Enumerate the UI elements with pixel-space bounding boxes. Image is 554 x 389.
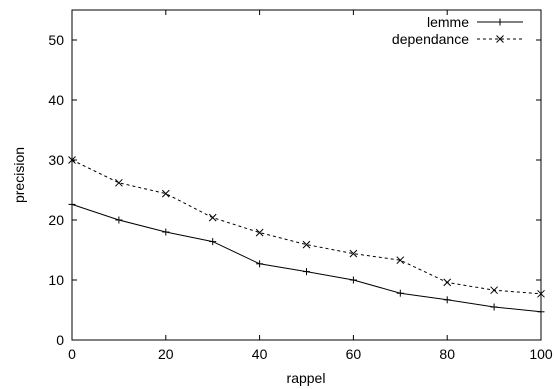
x-tick-label: 80 (439, 346, 455, 362)
data-point-lemme (209, 238, 217, 246)
data-point-lemme (490, 303, 498, 311)
data-point-lemme (303, 268, 310, 276)
data-point-lemme (162, 228, 170, 236)
y-tick-label: 10 (48, 272, 64, 288)
data-point-lemme (537, 308, 545, 316)
data-point-lemme (396, 289, 404, 297)
data-point-dependance (443, 278, 452, 287)
series-line-dependance (71, 159, 542, 295)
data-point-lemme (68, 200, 76, 208)
axis-tick-labels: 0 20 40 60 80 100 0 10 20 30 40 50 (48, 32, 552, 362)
y-tick-label: 40 (48, 92, 64, 108)
plot-frame (71, 9, 542, 341)
data-point-dependance (302, 240, 311, 249)
data-point-lemme (443, 296, 451, 304)
x-tick-label: 40 (252, 346, 268, 362)
y-tick-label: 30 (48, 152, 64, 168)
series-dependance (68, 156, 545, 298)
data-point-dependance (68, 156, 76, 164)
x-tick-label: 100 (529, 346, 553, 362)
data-point-dependance (490, 286, 498, 295)
x-tick-label: 60 (346, 346, 362, 362)
data-point-dependance (115, 178, 123, 187)
y-axis-label: precision (11, 147, 27, 203)
data-point-lemme (256, 260, 264, 268)
data-point-lemme (349, 276, 357, 284)
series-layer (68, 156, 545, 316)
y-tick-label: 50 (48, 32, 64, 48)
legend-label-dependance: dependance (392, 31, 469, 47)
legend-marker-dependance (496, 35, 504, 43)
data-point-dependance (161, 189, 170, 198)
legend-label-lemme: lemme (427, 14, 469, 30)
data-point-dependance (396, 256, 405, 265)
x-tick-label: 0 (68, 346, 76, 362)
data-point-dependance (255, 228, 264, 237)
series-lemme (68, 200, 545, 316)
axis-ticks (71, 10, 542, 341)
x-axis-label: rappel (287, 370, 326, 386)
y-tick-label: 0 (56, 332, 64, 348)
data-point-dependance (537, 289, 545, 298)
data-point-lemme (115, 216, 123, 224)
series-line-lemme (71, 203, 542, 313)
data-point-dependance (208, 213, 217, 222)
y-tick-label: 20 (48, 212, 64, 228)
legend-marker-lemme (496, 18, 504, 26)
data-point-dependance (349, 249, 358, 258)
x-tick-label: 20 (158, 346, 174, 362)
